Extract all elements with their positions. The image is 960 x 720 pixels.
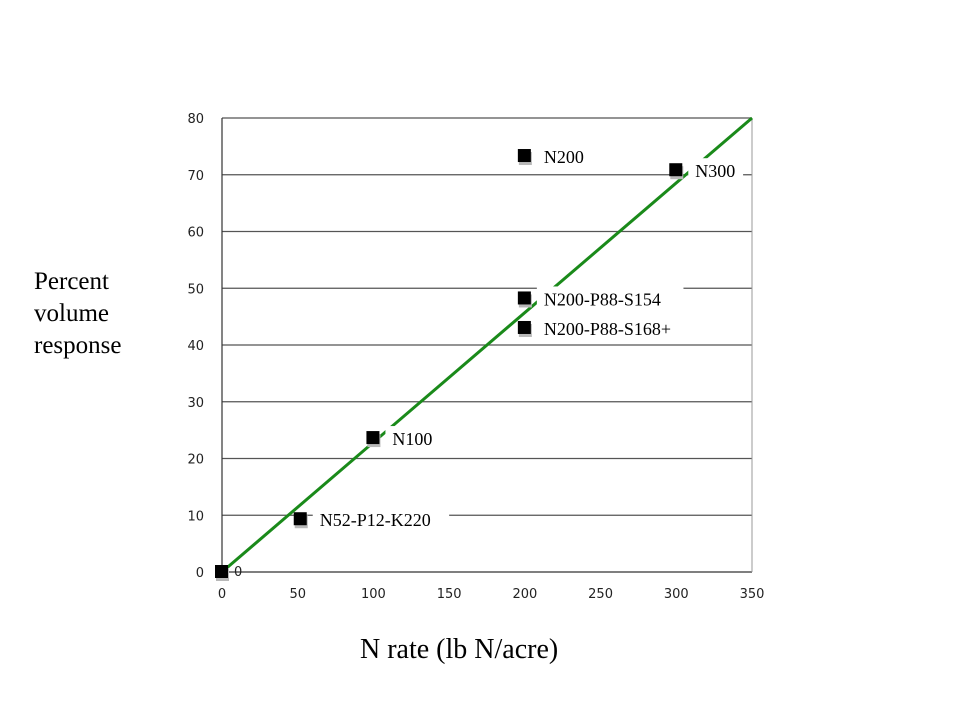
x-tick-label: 200 — [512, 587, 537, 602]
point-label-bg — [536, 315, 694, 340]
y-tick-label: 30 — [187, 396, 204, 411]
point-marker — [517, 320, 531, 334]
point-label-bg — [536, 144, 592, 169]
point-label: 0 — [234, 565, 242, 580]
point-label-bg — [312, 507, 450, 532]
point-label: N200-P88-S168+ — [544, 319, 671, 339]
data-point: N200 — [517, 144, 592, 169]
point-label: N52-P12-K220 — [320, 510, 431, 530]
data-point: N300 — [669, 158, 744, 183]
data-point: N200-P88-S168+ — [517, 315, 694, 340]
point-label: N300 — [695, 161, 735, 181]
y-tick-label: 40 — [187, 339, 204, 354]
trendline-line — [221, 116, 753, 574]
y-tick-labels: 0 10 20 30 40 50 60 70 80 — [187, 112, 204, 581]
point-label-bg — [536, 286, 684, 311]
x-tick-label: 100 — [361, 587, 386, 602]
point-label-bg — [688, 158, 744, 183]
point-marker — [517, 291, 531, 305]
x-tick-label: 300 — [664, 587, 689, 602]
x-tick-label: 0 — [218, 587, 226, 602]
point-marker — [366, 431, 380, 445]
point-marker — [215, 565, 228, 578]
y-axis-label: Percent volume response — [34, 266, 121, 362]
data-point: 0 — [215, 565, 242, 581]
trendline — [221, 116, 753, 574]
x-tick-label: 350 — [740, 587, 765, 602]
y-tick-label: 0 — [196, 566, 204, 581]
grid-lines — [222, 117, 752, 516]
y-tick-label: 10 — [187, 509, 204, 524]
data-point: N200-P88-S154 — [517, 286, 684, 311]
x-tick-label: 150 — [437, 587, 462, 602]
point-label: N100 — [392, 429, 432, 449]
y-tick-label: 70 — [187, 169, 204, 184]
point-marker — [517, 149, 531, 163]
y-tick-label: 50 — [187, 282, 204, 297]
point-marker — [669, 163, 683, 177]
x-axis-label: N rate (lb N/acre) — [360, 634, 559, 665]
x-tick-labels: 0 50 100 150 200 250 300 350 — [218, 587, 765, 602]
y-axis-label-line-2: volume — [34, 300, 109, 327]
point-label: N200 — [544, 147, 584, 167]
y-axis-label-line-3: response — [34, 332, 122, 359]
data-points: 0 N52-P12-K220 N100 N200-P88-S168+ N200-P88-… — [215, 144, 744, 581]
point-label-bg — [385, 426, 441, 451]
axes — [221, 118, 753, 573]
y-tick-label: 80 — [187, 112, 204, 127]
data-point: N100 — [366, 426, 441, 451]
y-tick-label: 20 — [187, 453, 204, 468]
y-axis-label-line-1: Percent — [34, 268, 109, 295]
y-tick-label: 60 — [187, 226, 204, 241]
point-marker — [293, 512, 307, 526]
data-point: N52-P12-K220 — [293, 507, 450, 532]
x-tick-label: 50 — [289, 587, 306, 602]
x-tick-label: 250 — [588, 587, 613, 602]
point-label: N200-P88-S154 — [544, 289, 661, 309]
